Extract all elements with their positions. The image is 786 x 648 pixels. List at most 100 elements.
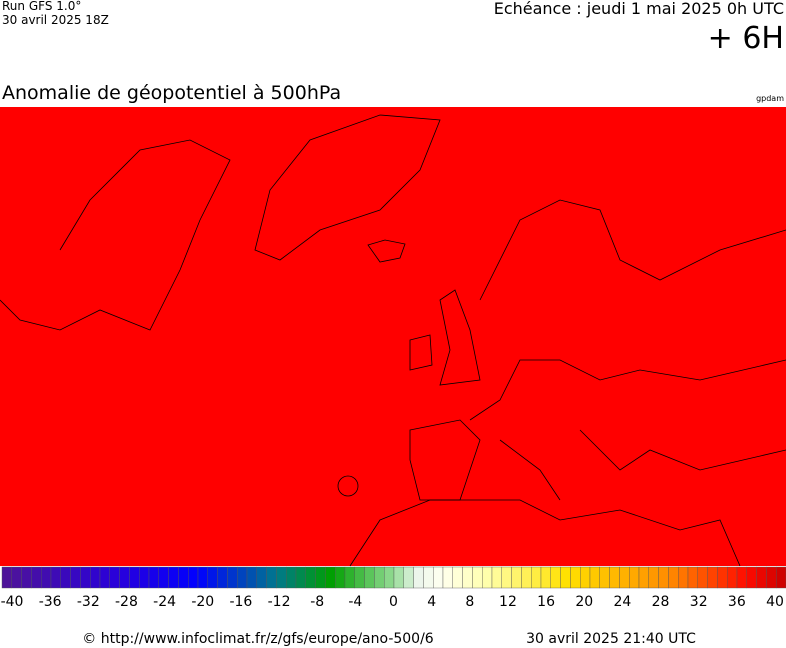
tick-label: 40 xyxy=(766,594,784,610)
color-swatch xyxy=(31,566,42,589)
color-swatch xyxy=(119,566,130,589)
map-field xyxy=(0,107,786,566)
tick-label: 8 xyxy=(465,594,474,610)
color-swatch xyxy=(717,566,728,589)
tick-label: -16 xyxy=(229,594,252,610)
color-swatch xyxy=(207,566,218,589)
tick-label: -24 xyxy=(153,594,176,610)
color-swatch xyxy=(570,566,581,589)
tick-label: -20 xyxy=(191,594,214,610)
map-title: Anomalie de géopotentiel à 500hPa xyxy=(2,82,341,104)
color-swatch xyxy=(60,566,71,589)
color-swatch xyxy=(325,566,336,589)
tick-label: -40 xyxy=(1,594,24,610)
color-swatch xyxy=(433,566,444,589)
color-swatch xyxy=(227,566,238,589)
color-swatch xyxy=(462,566,473,589)
color-swatch xyxy=(609,566,620,589)
color-swatch xyxy=(776,566,786,589)
tick-label: 4 xyxy=(427,594,436,610)
color-swatch xyxy=(491,566,503,589)
color-swatch xyxy=(521,566,532,589)
tick-label: -12 xyxy=(268,594,291,610)
timestamp: 30 avril 2025 21:40 UTC xyxy=(526,631,696,647)
color-swatch xyxy=(109,566,120,589)
tick-label: 0 xyxy=(389,594,398,610)
tick-label: 12 xyxy=(499,594,517,610)
color-swatch xyxy=(472,566,483,589)
echeance: Echéance : jeudi 1 mai 2025 0h UTC xyxy=(494,0,784,18)
tick-label: -8 xyxy=(310,594,324,610)
color-swatch xyxy=(619,566,630,589)
color-swatch xyxy=(629,566,640,589)
greenland xyxy=(254,114,441,261)
color-swatch xyxy=(158,566,169,589)
tick-label: -28 xyxy=(115,594,138,610)
color-swatch xyxy=(599,566,610,589)
color-swatch xyxy=(678,566,689,589)
color-swatch xyxy=(236,566,248,589)
color-swatch xyxy=(687,566,699,589)
color-swatch xyxy=(580,566,591,589)
color-swatch xyxy=(746,566,757,589)
color-swatch xyxy=(305,566,316,589)
tick-label: -36 xyxy=(39,594,62,610)
color-swatch xyxy=(364,566,375,589)
color-swatch xyxy=(736,566,748,589)
color-swatch xyxy=(11,566,22,589)
color-swatch xyxy=(384,566,395,589)
color-swatch xyxy=(501,566,512,589)
tick-label: 32 xyxy=(690,594,708,610)
tick-label: 28 xyxy=(652,594,670,610)
color-swatch xyxy=(178,566,189,589)
uk xyxy=(409,289,481,386)
color-swatch xyxy=(70,566,81,589)
color-swatch xyxy=(89,566,101,589)
color-swatch xyxy=(638,566,650,589)
color-swatch xyxy=(511,566,522,589)
color-swatch xyxy=(374,566,385,589)
tick-label: -4 xyxy=(348,594,362,610)
tick-label: 20 xyxy=(575,594,593,610)
unit: gpdam xyxy=(756,94,784,103)
color-swatch xyxy=(452,566,463,589)
color-swatch xyxy=(315,566,326,589)
color-swatch xyxy=(148,566,160,589)
color-swatch xyxy=(403,566,414,589)
tick-label: -32 xyxy=(77,594,100,610)
island xyxy=(337,475,359,497)
color-swatch xyxy=(276,566,287,589)
color-swatch xyxy=(589,566,601,589)
color-swatch xyxy=(393,566,405,589)
color-swatch xyxy=(50,566,62,589)
color-swatch xyxy=(658,566,669,589)
color-swatch xyxy=(1,566,13,589)
color-swatch xyxy=(138,566,150,589)
colorbar-ticks: -40 -36 -32 -28 -24 -20 -16 -12 -8 -4 0 4 8 12 16 20 24 2… xyxy=(1,594,784,610)
color-swatch xyxy=(668,566,679,589)
color-swatch xyxy=(482,566,493,589)
color-swatch xyxy=(197,566,209,589)
color-swatch xyxy=(413,566,424,589)
tick-label: 16 xyxy=(537,594,555,610)
color-swatch xyxy=(727,566,738,589)
color-swatch xyxy=(648,566,659,589)
africa xyxy=(349,499,741,567)
map xyxy=(0,107,786,567)
color-swatch xyxy=(286,566,297,589)
color-swatch xyxy=(41,566,52,589)
color-swatch xyxy=(335,566,346,589)
lead-time: + 6H xyxy=(708,21,784,56)
run-label: Run GFS 1.0° xyxy=(2,0,81,13)
color-swatch xyxy=(442,566,454,589)
colorbar xyxy=(1,566,786,589)
color-swatch xyxy=(99,566,111,589)
color-swatch xyxy=(256,566,267,589)
color-swatch xyxy=(217,566,228,589)
color-swatch xyxy=(80,566,91,589)
run-date: 30 avril 2025 18Z xyxy=(2,13,109,27)
color-swatch xyxy=(295,566,307,589)
color-swatch xyxy=(168,566,179,589)
color-swatch xyxy=(766,566,777,589)
